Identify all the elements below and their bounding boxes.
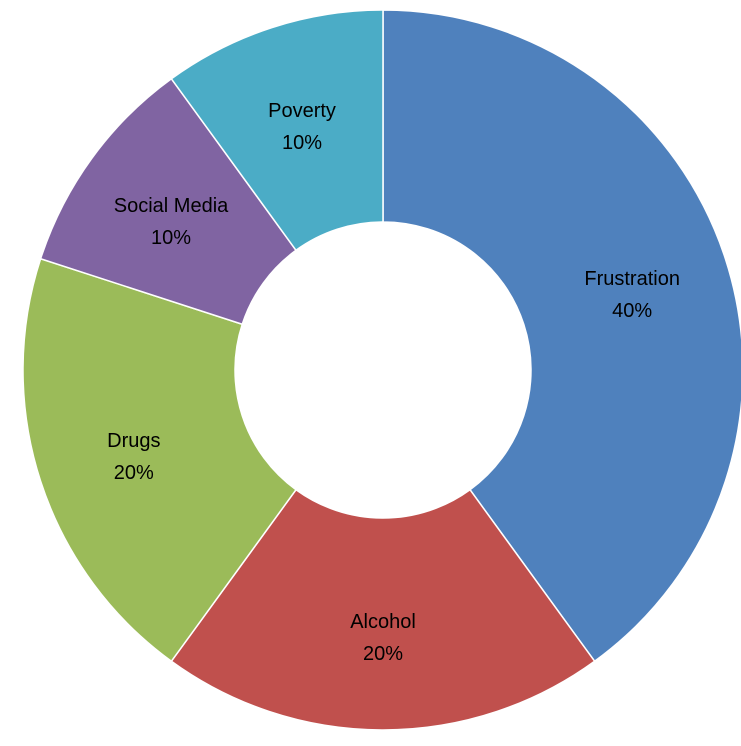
slice-poverty	[170, 9, 384, 252]
slice-drugs	[22, 257, 298, 663]
slice-category-label: Drugs	[107, 430, 160, 452]
slice-percent-label: 20%	[114, 462, 154, 484]
slice-percent-label: 10%	[151, 227, 191, 249]
slice-percent-label: 20%	[363, 643, 403, 665]
slice-social-media	[39, 77, 298, 326]
slice-category-label: Poverty	[268, 100, 336, 122]
slice-category-label: Frustration	[584, 268, 680, 290]
slice-label-alcohol: Alcohol 20%	[350, 611, 416, 665]
slices-group	[22, 9, 741, 731]
slice-category-label: Alcohol	[350, 611, 416, 633]
slice-label-poverty: Poverty 10%	[268, 100, 336, 154]
slice-alcohol	[170, 488, 596, 731]
slice-percent-label: 40%	[612, 300, 652, 322]
labels-group: Frustration 40% Alcohol 20% Drugs 20% Social M…	[107, 100, 680, 665]
slice-label-drugs: Drugs 20%	[107, 430, 160, 484]
slice-category-label: Social Media	[114, 195, 229, 217]
slice-frustration	[382, 9, 741, 663]
slice-percent-label: 10%	[282, 132, 322, 154]
slice-label-social-media: Social Media 10%	[114, 195, 229, 249]
slice-label-frustration: Frustration 40%	[584, 268, 680, 322]
